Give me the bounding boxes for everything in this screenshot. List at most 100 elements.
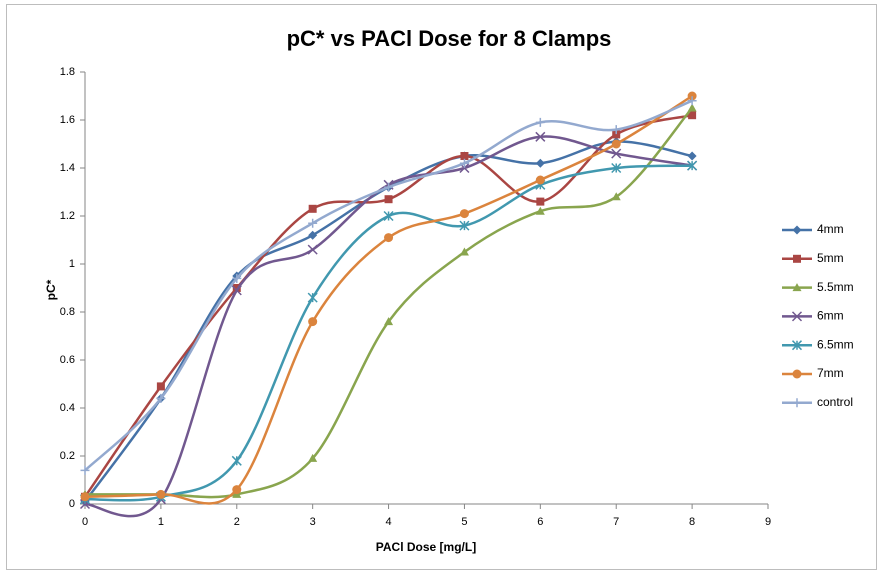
marker <box>384 195 393 204</box>
y-tick-label: 0.2 <box>60 450 75 462</box>
marker <box>80 465 90 475</box>
y-tick-label: 1.4 <box>60 162 75 174</box>
marker-part <box>80 465 90 475</box>
marker <box>687 96 697 106</box>
marker <box>791 311 803 322</box>
marker-part <box>792 398 802 408</box>
marker-part <box>611 192 621 201</box>
marker-part <box>156 393 166 403</box>
marker <box>611 192 621 201</box>
marker-part <box>308 453 318 462</box>
marker <box>535 206 545 215</box>
legend-label: 5.5mm <box>817 280 854 294</box>
marker <box>384 317 394 326</box>
marker-part <box>80 492 90 502</box>
marker <box>308 230 318 240</box>
marker <box>79 498 91 510</box>
marker-part <box>459 158 469 168</box>
marker-part <box>535 206 545 215</box>
marker <box>687 103 697 112</box>
marker <box>307 244 318 255</box>
marker <box>80 492 90 502</box>
marker-part <box>687 160 698 171</box>
marker <box>308 204 317 213</box>
marker <box>536 197 545 206</box>
marker <box>535 158 545 168</box>
marker <box>232 485 242 495</box>
marker <box>308 453 318 462</box>
marker <box>384 233 394 243</box>
marker-part <box>384 195 393 204</box>
series-line <box>84 135 693 518</box>
marker-part <box>611 162 622 174</box>
marker <box>792 398 802 408</box>
series-line <box>83 113 693 498</box>
marker <box>460 152 469 160</box>
marker-part <box>231 285 242 296</box>
marker-part <box>307 244 318 255</box>
marker-part <box>536 197 545 206</box>
marker <box>232 273 242 283</box>
marker <box>792 225 802 235</box>
marker-part <box>384 182 394 192</box>
legend-label: 6.5mm <box>817 337 854 351</box>
series-line <box>84 164 693 502</box>
marker <box>459 209 469 219</box>
marker-part <box>384 233 394 243</box>
marker-part <box>688 111 697 120</box>
x-tick-label: 0 <box>82 516 88 528</box>
marker-part <box>459 209 469 219</box>
y-tick-label: 1 <box>69 258 75 270</box>
marker <box>611 148 622 159</box>
y-tick-label: 1.8 <box>60 66 75 78</box>
marker-part <box>156 382 165 391</box>
marker-part <box>79 498 91 510</box>
marker-part <box>232 273 242 283</box>
legend-label: 6mm <box>817 309 844 323</box>
marker-part <box>308 317 318 327</box>
marker <box>611 125 621 135</box>
marker-part <box>687 96 697 106</box>
marker-part <box>460 152 469 160</box>
marker <box>792 369 802 379</box>
series-line <box>84 99 693 472</box>
marker-part <box>231 455 242 466</box>
chart-frame <box>6 4 877 570</box>
legend-label: 4mm <box>817 222 844 236</box>
marker-part <box>611 139 621 149</box>
marker-part <box>535 158 545 168</box>
y-tick-label: 0 <box>69 498 75 510</box>
y-tick-label: 0.8 <box>60 306 75 318</box>
marker <box>156 393 166 403</box>
marker <box>687 91 697 101</box>
marker-part <box>611 148 622 159</box>
series-line <box>84 94 693 505</box>
marker <box>231 455 242 466</box>
x-tick-label: 9 <box>765 516 771 528</box>
marker <box>791 340 803 351</box>
marker <box>535 131 546 142</box>
marker-part <box>611 125 621 135</box>
marker-part <box>156 489 166 499</box>
marker <box>611 162 622 174</box>
marker <box>792 283 802 292</box>
marker <box>535 175 545 185</box>
marker <box>308 218 318 228</box>
marker-part <box>687 103 697 112</box>
marker-part <box>792 283 802 292</box>
marker <box>611 139 621 149</box>
marker <box>384 182 394 192</box>
x-tick-label: 6 <box>537 516 543 528</box>
marker <box>307 292 318 303</box>
x-tick-label: 5 <box>461 516 467 528</box>
marker-part <box>535 131 546 142</box>
y-axis-label: pC* <box>44 279 58 300</box>
x-axis-label: PACl Dose [mg/L] <box>376 540 476 554</box>
marker <box>459 220 470 231</box>
chart-title: pC* vs PACl Dose for 8 Clamps <box>287 26 612 51</box>
marker <box>308 317 318 327</box>
y-tick-label: 0.4 <box>60 402 75 414</box>
x-tick-label: 8 <box>689 516 695 528</box>
marker-part <box>459 220 470 231</box>
marker-part <box>687 91 697 101</box>
